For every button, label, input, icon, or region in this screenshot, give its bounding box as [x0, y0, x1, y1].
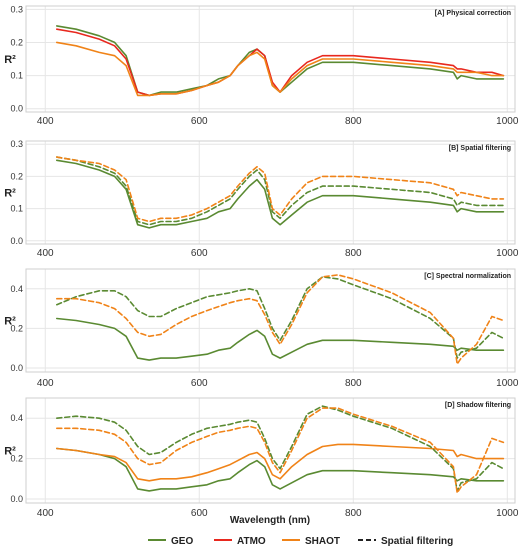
x-tick-label: 1000 — [496, 378, 519, 389]
panel-frame — [25, 5, 516, 113]
legend-item-spatial-filtering: Spatial filtering — [358, 536, 453, 547]
x-tick-label: 400 — [37, 248, 54, 259]
x-tick-label: 600 — [191, 248, 208, 259]
y-axis-label: R² — [4, 446, 16, 458]
series-line-shaot-spatial-filtering — [55, 407, 505, 494]
chart-panels: 0.0 0.1 0.2 0.3 400 600 800 1000 R² [A] Physical … — [4, 4, 519, 519]
legend-item-atmo: ATMO — [214, 536, 266, 547]
y-tick-label: 0.1 — [10, 204, 23, 214]
x-tick-label: 400 — [37, 116, 54, 127]
series-line-geo-spatial-filtering — [55, 156, 505, 226]
x-tick-label: 800 — [345, 116, 362, 127]
series-line-geo — [55, 159, 505, 229]
x-tick-label: 1000 — [496, 508, 519, 519]
legend-label: SHAOT — [305, 536, 340, 547]
panel-3: 0.0 0.2 0.4 400 600 800 1000 R² [C] Spectral nor… — [4, 268, 519, 389]
chart-legend: GEO ATMO SHAOT Spatial filtering — [148, 536, 453, 547]
panel-title: [C] Spectral normalization — [424, 273, 511, 280]
panel-frame — [25, 268, 516, 373]
x-tick-label: 800 — [345, 248, 362, 259]
series-line-geo — [55, 447, 505, 492]
panel-2: 0.0 0.1 0.2 0.3 400 600 800 1000 R² [B] Spatial f… — [4, 139, 519, 259]
y-tick-label: 0.1 — [10, 71, 23, 81]
legend-item-geo: GEO — [148, 536, 193, 547]
x-tick-label: 600 — [191, 508, 208, 519]
y-axis-label: R² — [4, 188, 16, 200]
y-tick-label: 0.2 — [10, 323, 23, 333]
y-tick-label: 0.0 — [10, 494, 23, 504]
panel-title: [B] Spatial filtering — [449, 145, 511, 152]
y-axis-label: R² — [4, 54, 16, 66]
panel-4: 0.0 0.2 0.4 400 600 800 1000 R² [D] Shadow filte… — [4, 397, 519, 519]
y-tick-label: 0.0 — [10, 104, 23, 114]
legend-label: Spatial filtering — [381, 536, 453, 547]
x-tick-label: 1000 — [496, 248, 519, 259]
panel-title: [A] Physical correction — [435, 10, 511, 17]
y-axis-label: R² — [4, 316, 16, 328]
y-tick-label: 0.2 — [10, 454, 23, 464]
series-line-atmo — [55, 28, 505, 97]
x-tick-label: 600 — [191, 378, 208, 389]
x-axis-label: Wavelength (nm) — [230, 515, 310, 526]
y-tick-label: 0.3 — [10, 4, 23, 14]
panel-title: [D] Shadow filtering — [445, 402, 511, 409]
y-tick-label: 0.4 — [10, 413, 23, 423]
series-line-shaot — [55, 41, 505, 97]
legend-label: GEO — [171, 536, 193, 547]
series-line-geo-spatial-filtering — [55, 276, 505, 359]
x-tick-label: 800 — [345, 508, 362, 519]
panel-frame — [25, 140, 516, 245]
x-tick-label: 400 — [37, 378, 54, 389]
series-line-shaot-spatial-filtering — [55, 274, 505, 365]
x-tick-label: 400 — [37, 508, 54, 519]
x-tick-label: 600 — [191, 116, 208, 127]
y-tick-label: 0.2 — [10, 37, 23, 47]
y-tick-label: 0.4 — [10, 284, 23, 294]
series-line-shaot-spatial-filtering — [55, 156, 505, 223]
y-tick-label: 0.0 — [10, 236, 23, 246]
legend-item-shaot: SHAOT — [282, 536, 340, 547]
y-tick-label: 0.3 — [10, 139, 23, 149]
y-tick-label: 0.0 — [10, 363, 23, 373]
series-line-geo — [55, 317, 505, 361]
series-line-shaot — [55, 443, 505, 482]
panel-1: 0.0 0.1 0.2 0.3 400 600 800 1000 R² [A] Physical … — [4, 4, 519, 127]
x-tick-label: 1000 — [496, 116, 519, 127]
series-line-geo — [55, 25, 505, 97]
x-tick-label: 800 — [345, 378, 362, 389]
panel-frame — [25, 397, 516, 504]
legend-label: ATMO — [237, 536, 266, 547]
y-tick-label: 0.2 — [10, 171, 23, 181]
